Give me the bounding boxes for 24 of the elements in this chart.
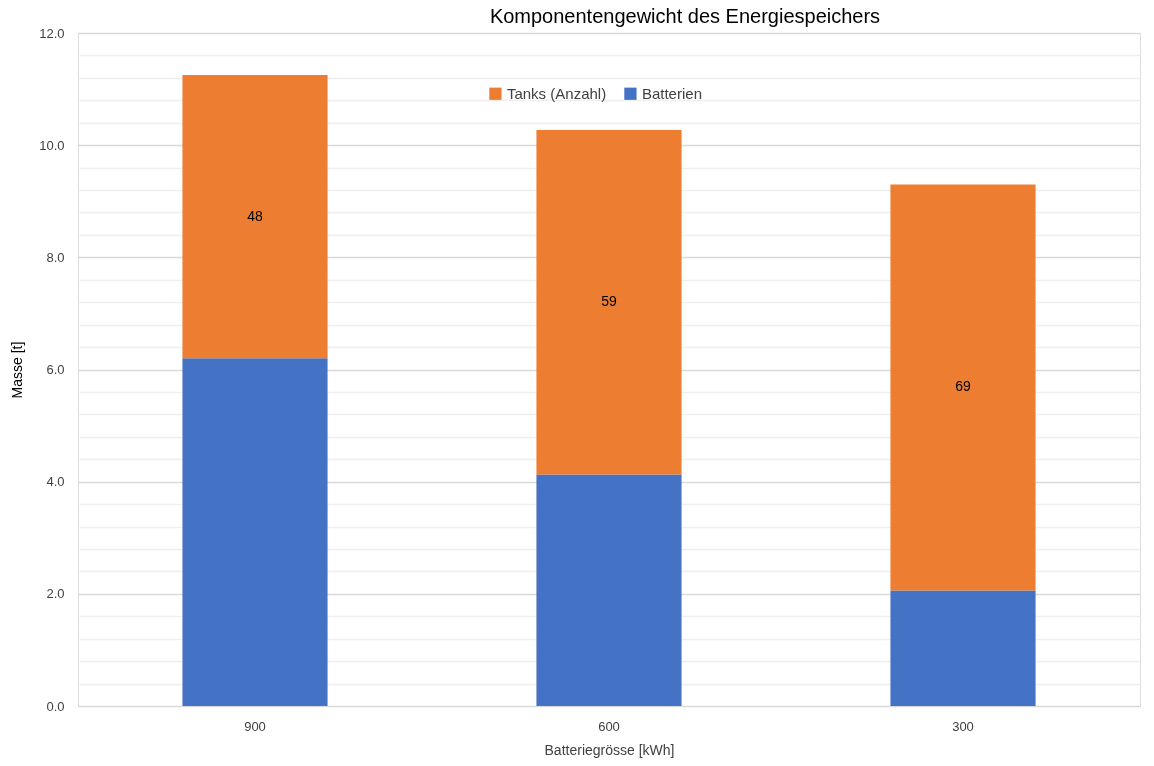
bar bbox=[536, 474, 682, 706]
annotation: 48 bbox=[247, 207, 263, 224]
x-tick-label: 300 bbox=[952, 718, 974, 734]
y-axis-title: Masse [t] bbox=[9, 341, 26, 399]
y-tick-label: 6.0 bbox=[46, 362, 65, 377]
y-tick-label: 4.0 bbox=[46, 474, 65, 490]
bar bbox=[536, 130, 682, 475]
annotation: 59 bbox=[601, 293, 617, 310]
chart-title: Komponentengewicht des Energiespeichers bbox=[489, 5, 881, 27]
bar bbox=[890, 590, 1036, 706]
legend-label: Tanks (Anzahl) bbox=[506, 84, 607, 102]
y-tick-label: 8.0 bbox=[46, 249, 65, 265]
legend-label: Batterien bbox=[641, 84, 702, 102]
y-tick-label: 2.0 bbox=[46, 586, 65, 602]
x-axis-title: Batteriegrösse [kWh] bbox=[544, 741, 675, 758]
bar bbox=[890, 184, 1036, 591]
annotation: 69 bbox=[955, 378, 971, 395]
bar bbox=[182, 358, 328, 706]
x-tick-label: 900 bbox=[244, 718, 266, 734]
x-tick-label: 600 bbox=[598, 718, 620, 734]
bar bbox=[182, 75, 328, 359]
y-tick-label: 10.0 bbox=[39, 137, 65, 153]
y-tick-label: 12.0 bbox=[39, 25, 65, 41]
y-tick-label: 0.0 bbox=[46, 698, 65, 714]
